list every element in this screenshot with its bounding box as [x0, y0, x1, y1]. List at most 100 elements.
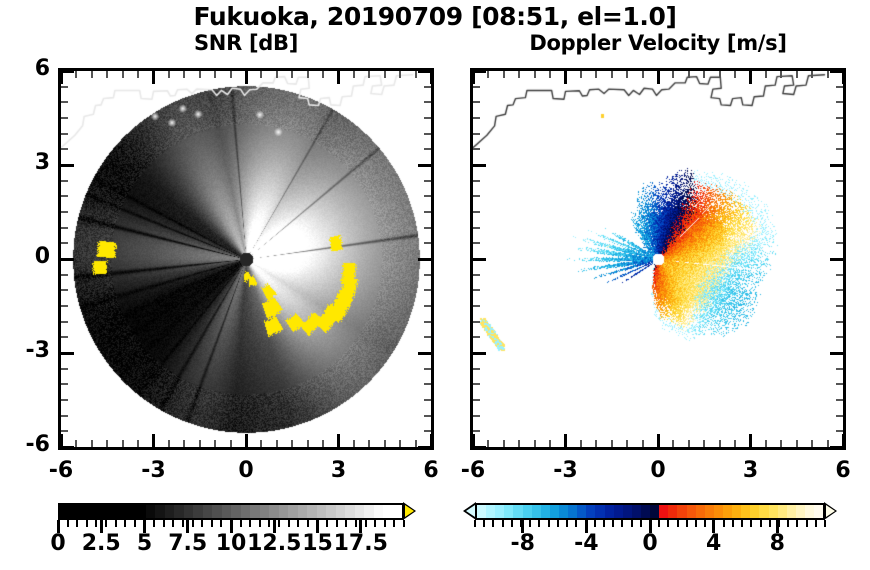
- snr-ytick: [61, 148, 68, 151]
- snr-ytick: [61, 305, 68, 307]
- snr-ytick: [61, 383, 68, 386]
- snr-colorbar-minor-tick: [354, 520, 357, 527]
- snr-xtick-top: [244, 71, 248, 84]
- doppler-colorbar: -8 -4 0 4 8: [435, 502, 870, 557]
- snr-xtick-top: [167, 71, 170, 78]
- doppler-colorbar-minor-tick: [796, 520, 799, 527]
- snr-colorbar-minor-tick: [76, 520, 79, 527]
- doppler-colorbar-minor-tick: [658, 520, 661, 527]
- snr-colorbar-major-tick: [359, 520, 363, 533]
- dop-xtick-top: [595, 71, 598, 78]
- dop-xtick: [518, 440, 521, 447]
- snr-ytick: [61, 414, 68, 417]
- dop-xtick-top: [795, 71, 798, 78]
- snr-xtick-top: [137, 71, 140, 78]
- doppler-colorbar-minor-tick: [685, 520, 688, 527]
- snr-plot-panel[interactable]: [58, 68, 434, 450]
- doppler-colorbar-minor-tick: [593, 520, 596, 527]
- snr-ytick-right: [424, 179, 431, 182]
- snr-ytick-right: [418, 69, 431, 73]
- snr-xtick: [352, 440, 355, 447]
- snr-colorbar-minor-tick: [297, 520, 300, 527]
- dop-ytick-right: [836, 226, 843, 229]
- dop-ytick: [473, 351, 486, 355]
- snr-ytick-right: [424, 195, 431, 198]
- doppler-colorbar-gradient[interactable]: [475, 503, 825, 520]
- dop-ytick-right: [836, 305, 843, 307]
- snr-colorbar-minor-tick: [66, 520, 69, 527]
- snr-ytick-right: [418, 163, 431, 167]
- dop-ytick-right: [830, 257, 843, 261]
- snr-colorbar-minor-tick: [105, 520, 108, 527]
- dop-ytick: [473, 336, 480, 339]
- dop-ytick: [473, 179, 480, 182]
- snr-colorbar-minor-tick: [249, 520, 252, 527]
- dop-ytick: [473, 226, 480, 229]
- snr-colorbar-tick-label: 5: [136, 531, 153, 556]
- doppler-colorbar-minor-tick: [741, 520, 744, 527]
- snr-xtick: [106, 440, 109, 447]
- dop-xtick-label: 0: [650, 458, 666, 483]
- snr-ytick: [61, 367, 68, 370]
- snr-ytick-right: [418, 445, 431, 449]
- dop-ytick-right: [836, 320, 843, 323]
- snr-xtick-top: [429, 71, 433, 84]
- doppler-plot-area: [473, 71, 843, 447]
- snr-xtick-top: [198, 71, 201, 78]
- snr-xtick-top: [90, 71, 93, 78]
- dop-xtick-top: [502, 71, 505, 78]
- dop-ytick: [473, 305, 480, 307]
- snr-xtick-label: -3: [141, 458, 166, 483]
- snr-xtick-top: [75, 71, 78, 78]
- snr-colorbar-minor-tick: [326, 520, 329, 527]
- doppler-colorbar-major-tick: [521, 520, 525, 533]
- snr-ytick-right: [418, 257, 431, 261]
- snr-colorbar-over-arrow-fill: [405, 505, 414, 517]
- snr-xtick-top: [368, 71, 371, 78]
- snr-colorbar-minor-tick: [278, 520, 281, 527]
- snr-ytick-label: 0: [34, 244, 50, 269]
- dop-xtick: [579, 440, 582, 447]
- dop-xtick-top: [734, 71, 737, 78]
- snr-ytick-right: [424, 367, 431, 370]
- snr-ytick-right: [424, 211, 431, 213]
- snr-ytick: [61, 117, 68, 119]
- snr-xtick-top: [291, 71, 294, 78]
- doppler-colorbar-minor-tick: [556, 520, 559, 527]
- snr-ytick-right: [418, 351, 431, 355]
- snr-xtick-label: 0: [238, 458, 254, 483]
- dop-ytick: [473, 445, 486, 449]
- snr-ytick: [61, 85, 68, 88]
- snr-ytick: [61, 320, 68, 323]
- snr-xtick-top: [399, 71, 402, 78]
- snr-colorbar-tick-label: 10: [215, 531, 247, 556]
- dop-ytick: [473, 414, 480, 417]
- dop-xtick: [502, 440, 505, 447]
- dop-ytick-right: [836, 148, 843, 151]
- snr-colorbar-minor-tick: [114, 520, 117, 527]
- doppler-colorbar-minor-tick: [510, 520, 513, 527]
- dop-ytick: [473, 399, 480, 401]
- doppler-colorbar-minor-tick: [529, 520, 532, 527]
- dop-xtick: [471, 434, 475, 447]
- dop-xtick: [656, 434, 660, 447]
- snr-xtick: [59, 434, 63, 447]
- doppler-plot-panel[interactable]: [470, 68, 846, 450]
- dop-ytick-right: [836, 211, 843, 213]
- snr-colorbar-gradient[interactable]: [58, 503, 404, 520]
- doppler-colorbar-tick-label: 8: [769, 531, 785, 556]
- doppler-colorbar-minor-tick: [731, 520, 734, 527]
- doppler-colorbar-over-arrow-fill: [826, 505, 835, 517]
- doppler-colorbar-minor-tick: [787, 520, 790, 527]
- snr-xtick: [75, 440, 78, 447]
- doppler-colorbar-under-arrow-fill: [466, 505, 475, 517]
- dop-xtick: [795, 440, 798, 447]
- dop-ytick-right: [836, 85, 843, 88]
- doppler-colorbar-minor-tick: [566, 520, 569, 527]
- dop-ytick-right: [830, 69, 843, 73]
- snr-colorbar-major-tick: [186, 520, 190, 533]
- dop-ytick: [473, 85, 480, 88]
- doppler-colorbar-tick-label: 4: [705, 531, 722, 556]
- snr-ytick-label: -3: [25, 338, 50, 363]
- snr-ytick-right: [424, 414, 431, 417]
